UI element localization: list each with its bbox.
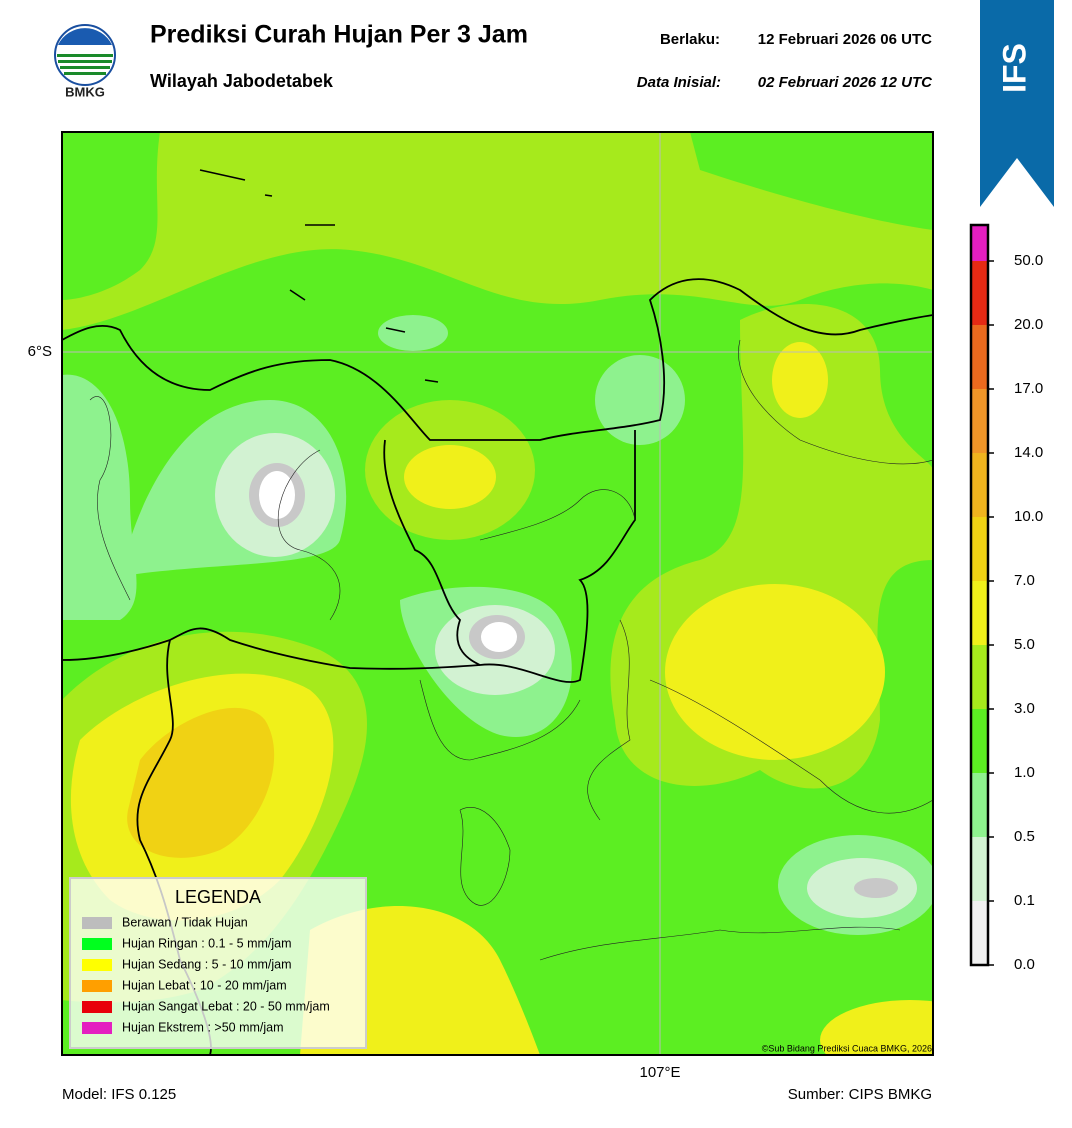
colorbar-segment	[971, 261, 988, 325]
valid-label: Berlaku:	[660, 31, 720, 48]
legend-swatch	[82, 938, 112, 950]
lon-label: 107°E	[639, 1064, 680, 1081]
model: Model: IFS 0.125	[62, 1086, 176, 1103]
title: Prediksi Curah Hujan Per 3 Jam	[150, 21, 528, 49]
subtitle: Wilayah Jabodetabek	[150, 71, 334, 91]
legend-label: Hujan Ekstrem : >50 mm/jam	[122, 1020, 284, 1034]
colorbar-tick-label: 7.0	[1014, 572, 1035, 589]
legend-title: LEGENDA	[175, 887, 261, 907]
legend-swatch	[82, 917, 112, 929]
legend-swatch	[82, 959, 112, 971]
legend-label: Berawan / Tidak Hujan	[122, 915, 248, 929]
legend-label: Hujan Sangat Lebat : 20 - 50 mm/jam	[122, 999, 330, 1013]
legend: Berawan / Tidak Hujan Hujan Ringan : 0.1 …	[82, 915, 330, 1034]
colorbar-tick-label: 0.0	[1014, 956, 1035, 973]
colorbar-segment	[971, 325, 988, 389]
badge	[980, 0, 1054, 207]
colorbar-tick-label: 50.0	[1014, 252, 1043, 269]
badge-text: IFS	[996, 43, 1032, 93]
init-label: Data Inisial:	[637, 74, 721, 91]
colorbar-tick-label: 17.0	[1014, 380, 1043, 397]
colorbar-tick-label: 1.0	[1014, 764, 1035, 781]
valid-value: 12 Februari 2026 06 UTC	[758, 31, 932, 48]
colorbar-tick-label: 14.0	[1014, 444, 1043, 461]
colorbar-tick-label: 3.0	[1014, 700, 1035, 717]
logo: BMKG	[54, 24, 116, 99]
map-frame	[61, 131, 934, 1056]
colorbar-segment	[971, 517, 988, 581]
colorbar-tick-label: 0.5	[1014, 828, 1035, 845]
legend-swatch	[82, 1022, 112, 1034]
colorbar-segment	[971, 773, 988, 837]
colorbar-tick-label: 10.0	[1014, 508, 1043, 525]
colorbar-tick-label: 5.0	[1014, 636, 1035, 653]
colorbar-tick-label: 20.0	[1014, 316, 1043, 333]
colorbar-segment	[971, 581, 988, 645]
init-value: 02 Februari 2026 12 UTC	[758, 74, 933, 91]
colorbar-segment	[971, 453, 988, 517]
legend-label: Hujan Sedang : 5 - 10 mm/jam	[122, 957, 292, 971]
lat-label: 6°S	[28, 343, 52, 360]
colorbar-tick-label: 0.1	[1014, 892, 1035, 909]
colorbar-segment	[971, 837, 988, 901]
colorbar-segment	[971, 389, 988, 453]
colorbar-segment	[971, 709, 988, 773]
legend-label: Hujan Lebat : 10 - 20 mm/jam	[122, 978, 287, 992]
legend-box	[69, 877, 367, 1049]
legend-swatch	[82, 1001, 112, 1013]
colorbar-frame	[969, 223, 990, 967]
legend-label: Hujan Ringan : 0.1 - 5 mm/jam	[122, 936, 292, 950]
colorbar-segment	[971, 225, 988, 261]
legend-swatch	[82, 980, 112, 992]
source: Sumber: CIPS BMKG	[788, 1086, 932, 1103]
colorbar-segment	[971, 901, 988, 965]
logo-text: BMKG	[65, 84, 105, 99]
copyright: ©Sub Bidang Prediksi Cuaca BMKG, 2026	[762, 1043, 932, 1053]
colorbar-segment	[971, 645, 988, 709]
colorbar: 0.0 0.1 0.5 1.0 3.0 5.0 7.0 10.0 14.0 17.0 20.0 50.…	[969, 223, 1043, 973]
